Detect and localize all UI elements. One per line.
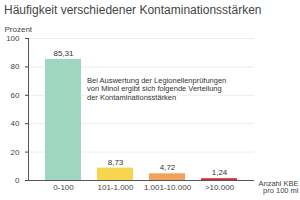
svg-text:Anzahl KBEpro 100 ml: Anzahl KBEpro 100 ml xyxy=(258,179,298,196)
svg-text:60: 60 xyxy=(11,91,20,100)
svg-text:Prozent: Prozent xyxy=(5,25,33,34)
svg-text:20: 20 xyxy=(11,148,20,157)
svg-text:0-100: 0-100 xyxy=(53,183,74,192)
svg-text:85,31: 85,31 xyxy=(53,49,74,58)
svg-text:0: 0 xyxy=(15,176,20,185)
svg-text:1.001-10.000: 1.001-10.000 xyxy=(144,183,192,192)
svg-text:Bei Auswertung der Legionellen: Bei Auswertung der Legionellenprüfungenv… xyxy=(87,76,226,102)
svg-text:101-1.000: 101-1.000 xyxy=(97,183,134,192)
svg-text:1,24: 1,24 xyxy=(212,168,228,177)
svg-text:4,72: 4,72 xyxy=(160,163,176,172)
svg-text:>10.000: >10.000 xyxy=(205,183,235,192)
svg-text:80: 80 xyxy=(11,62,20,71)
svg-text:8,73: 8,73 xyxy=(108,158,124,167)
svg-text:40: 40 xyxy=(11,119,20,128)
svg-text:100: 100 xyxy=(6,34,20,43)
html-text:Häufigkeit verschiedener Konta: Häufigkeit verschiedener Kontaminationss… xyxy=(4,3,262,17)
